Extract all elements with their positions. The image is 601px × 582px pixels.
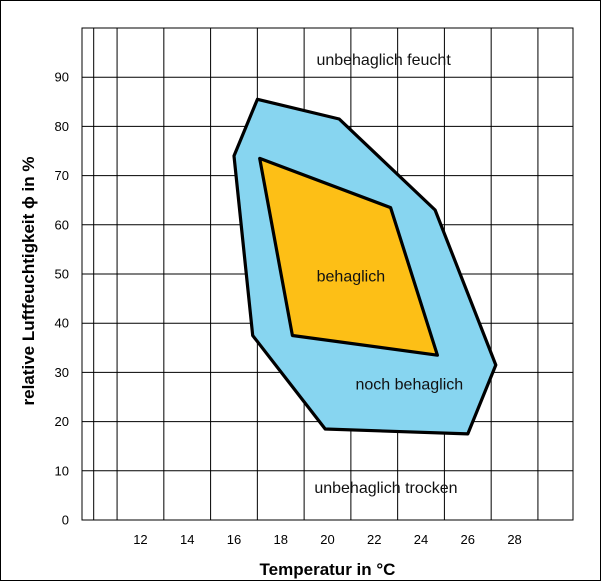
y-axis-title: relative Luftfeuchtigkeit ϕ in % — [19, 157, 38, 406]
y-tick-label: 70 — [55, 168, 69, 183]
x-axis-title: Temperatur in °C — [260, 560, 396, 579]
y-tick-label: 80 — [55, 119, 69, 134]
region-label: behaglich — [317, 268, 386, 285]
y-tick-label: 20 — [55, 414, 69, 429]
y-tick-label: 40 — [55, 316, 69, 331]
x-tick-label: 14 — [180, 532, 194, 547]
x-tick-label: 28 — [507, 532, 521, 547]
y-tick-label: 90 — [55, 70, 69, 85]
x-tick-label: 12 — [133, 532, 147, 547]
x-tick-label: 16 — [227, 532, 241, 547]
areas — [232, 97, 498, 436]
x-tick-label: 20 — [320, 532, 334, 547]
x-tick-labels: 12 14 16 18 20 22 24 26 28 — [133, 532, 522, 547]
x-tick-label: 24 — [414, 532, 428, 547]
x-tick-label: 22 — [367, 532, 381, 547]
region-labels: unbehaglich feucht behaglich noch behaglic… — [314, 52, 463, 497]
region-behaglich — [258, 156, 439, 357]
region-label: unbehaglich feucht — [316, 52, 451, 69]
y-tick-label: 60 — [55, 217, 69, 232]
y-tick-labels: 0 10 20 30 40 50 60 70 80 90 — [55, 70, 69, 528]
region-label: unbehaglich trocken — [314, 480, 457, 497]
y-tick-label: 50 — [55, 267, 69, 282]
y-tick-label: 0 — [62, 513, 69, 528]
region-label: noch behaglich — [356, 377, 464, 394]
x-tick-label: 18 — [274, 532, 288, 547]
y-tick-label: 10 — [55, 463, 69, 478]
y-tick-label: 30 — [55, 365, 69, 380]
x-tick-label: 26 — [461, 532, 475, 547]
